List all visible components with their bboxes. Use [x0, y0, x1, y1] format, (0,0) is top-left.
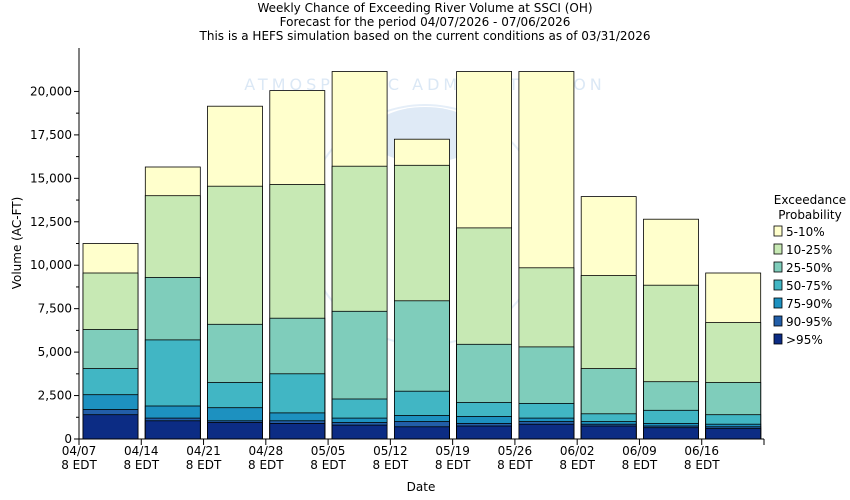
x-tick-label-time: 8 EDT: [559, 458, 595, 472]
y-tick-label: 7,500: [38, 302, 72, 316]
axes-layer: 0 2,500 5,000 7,500 10,000 12,500 15,000 17,500…: [30, 48, 765, 472]
y-axis-label: Volume (AC-FT): [10, 197, 24, 290]
legend-entry-label: 50-75%: [786, 279, 832, 293]
y-tick-label: 0: [64, 432, 72, 446]
x-tick-label-date: 06/16: [684, 444, 719, 458]
legend-swatch: [773, 261, 783, 273]
legend-entry-label: >95%: [786, 333, 823, 347]
x-tick-label-time: 8 EDT: [497, 458, 533, 472]
legend-entry-label: 75-90%: [786, 297, 832, 311]
legend-entry-label: 5-10%: [786, 225, 825, 239]
y-tick-label: 15,000: [30, 171, 72, 185]
x-tick-label-time: 8 EDT: [622, 458, 658, 472]
x-tick-label-time: 8 EDT: [123, 458, 159, 472]
x-tick-label-time: 8 EDT: [248, 458, 284, 472]
y-tick-label: 17,500: [30, 128, 72, 142]
legend-swatch: [773, 225, 783, 237]
bar-95-04-21: [207, 422, 263, 440]
x-tick-label-date: 05/26: [498, 444, 533, 458]
y-tick-label: 20,000: [30, 84, 72, 98]
chart-title-line-3: This is a HEFS simulation based on the c…: [199, 29, 651, 43]
legend-swatch: [773, 297, 783, 309]
x-tick-label-date: 04/07: [62, 444, 97, 458]
bar-95-04-28: [269, 422, 326, 440]
bar-95-05-05: [331, 424, 388, 440]
legend-swatch: [773, 243, 783, 255]
y-tick-label: 5,000: [38, 345, 72, 359]
chart-title-line-2: Forecast for the period 04/07/2026 - 07/…: [280, 15, 571, 29]
bars-layer: [82, 71, 762, 440]
legend-swatch: [773, 315, 783, 327]
legend-entry-label: 25-50%: [786, 261, 832, 275]
chart-title-line-1: Weekly Chance of Exceeding River Volume …: [257, 1, 592, 15]
x-tick-label-time: 8 EDT: [310, 458, 346, 472]
legend-entry-label: 10-25%: [786, 243, 832, 257]
y-tick-label: 10,000: [30, 258, 72, 272]
bar-95-04-14: [144, 420, 201, 440]
bar-95-06-02: [580, 425, 637, 440]
x-tick-label-date: 05/05: [311, 444, 346, 458]
bar-95-04-07: [82, 414, 139, 440]
x-tick-label-date: 04/21: [186, 444, 221, 458]
legend-entry-label: 90-95%: [786, 315, 832, 329]
legend-title-line-1: Exceedance: [774, 193, 846, 207]
bar-95-06-16: [705, 428, 762, 440]
x-tick-label-time: 8 EDT: [435, 458, 471, 472]
x-tick-label-time: 8 EDT: [186, 458, 222, 472]
legend-swatch: [773, 279, 783, 291]
x-tick-label-date: 06/02: [560, 444, 595, 458]
x-tick-label-date: 05/19: [435, 444, 470, 458]
y-tick-label: 2,500: [38, 389, 72, 403]
x-tick-label-date: 04/28: [249, 444, 284, 458]
x-tick-label-time: 8 EDT: [61, 458, 97, 472]
x-tick-label-date: 04/14: [124, 444, 159, 458]
x-tick-label-date: 06/09: [622, 444, 657, 458]
x-tick-label-date: 05/12: [373, 444, 408, 458]
x-tick-label-time: 8 EDT: [373, 458, 409, 472]
bar-95-05-19: [456, 425, 513, 440]
bar-95-05-26: [518, 423, 575, 440]
legend-title-line-2: Probability: [778, 208, 841, 222]
legend-swatch: [773, 333, 783, 345]
y-tick-label: 12,500: [30, 215, 72, 229]
legend: Exceedance Probability 5-10% 10-25% 25-50%…: [773, 193, 846, 347]
x-tick-label-time: 8 EDT: [684, 458, 720, 472]
bar-95-06-09: [643, 427, 699, 440]
x-axis-label: Date: [407, 480, 436, 494]
bar-95-05-12: [393, 426, 450, 440]
